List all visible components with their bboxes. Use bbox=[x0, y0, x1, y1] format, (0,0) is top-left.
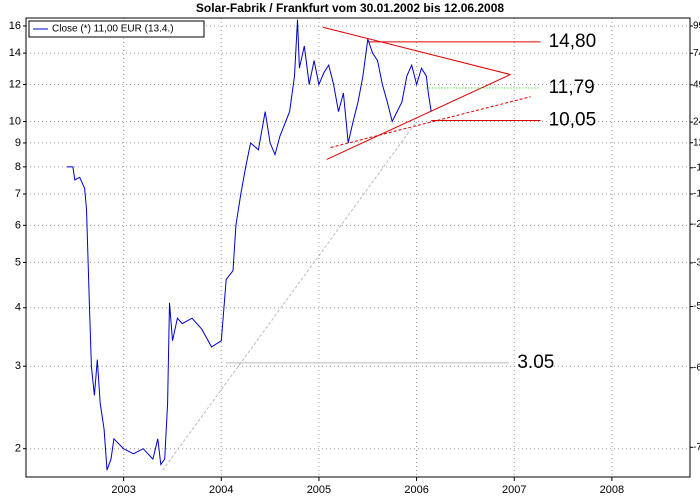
y2-tick-label: 24% bbox=[693, 117, 700, 128]
trend-line bbox=[162, 121, 417, 471]
y-tick-label: 8 bbox=[15, 161, 21, 173]
x-tick-label: 2007 bbox=[502, 484, 526, 496]
y2-tick-label: 49% bbox=[693, 79, 700, 90]
x-tick-label: 2005 bbox=[307, 484, 331, 496]
y-tick-label: 7 bbox=[15, 188, 21, 200]
level-label: 11,79 bbox=[549, 77, 595, 98]
plot-area bbox=[26, 18, 690, 477]
x-tick-label: 2008 bbox=[600, 484, 624, 496]
y2-tick-label: 99% bbox=[693, 21, 700, 32]
trend-line bbox=[330, 96, 531, 148]
price-line bbox=[67, 19, 432, 471]
legend-box bbox=[28, 20, 205, 38]
y2-tick-label: -75% bbox=[693, 442, 700, 453]
y2-tick-label: -63% bbox=[693, 362, 700, 373]
y2-tick-label: -38% bbox=[693, 257, 700, 268]
y-tick-label: 9 bbox=[15, 137, 21, 149]
level-label: 3.05 bbox=[517, 352, 554, 373]
x-tick-label: 2006 bbox=[404, 484, 428, 496]
y-tick-label: 10 bbox=[9, 115, 21, 127]
chart-title: Solar-Fabrik / Frankfurt vom 30.01.2002 … bbox=[196, 1, 504, 15]
y2-tick-label: 12% bbox=[693, 137, 700, 148]
y2-tick-label: -1% bbox=[693, 162, 700, 173]
trend-line bbox=[322, 26, 511, 76]
trend-line bbox=[326, 74, 511, 160]
x-tick-label: 2004 bbox=[209, 484, 233, 496]
y-tick-label: 12 bbox=[9, 78, 21, 90]
y2-tick-label: -25% bbox=[693, 219, 700, 230]
y-tick-label: 5 bbox=[15, 256, 21, 268]
y-tick-label: 4 bbox=[15, 302, 21, 314]
level-label: 10,05 bbox=[549, 110, 597, 131]
plot-border bbox=[25, 17, 691, 478]
level-label: 14,80 bbox=[549, 31, 597, 52]
y-tick-label: 2 bbox=[15, 443, 21, 455]
y2-tick-label: -13% bbox=[693, 189, 700, 200]
y-tick-label: 3 bbox=[15, 360, 21, 372]
y-tick-label: 6 bbox=[15, 219, 21, 231]
x-tick-label: 2003 bbox=[111, 484, 135, 496]
y-tick-label: 16 bbox=[9, 20, 21, 32]
legend-label: Close (*) 11,00 EUR (13.4.) bbox=[52, 24, 174, 35]
y-tick-label: 14 bbox=[9, 47, 21, 59]
y2-tick-label: -50% bbox=[693, 301, 700, 312]
y2-tick-label: 74% bbox=[693, 48, 700, 59]
